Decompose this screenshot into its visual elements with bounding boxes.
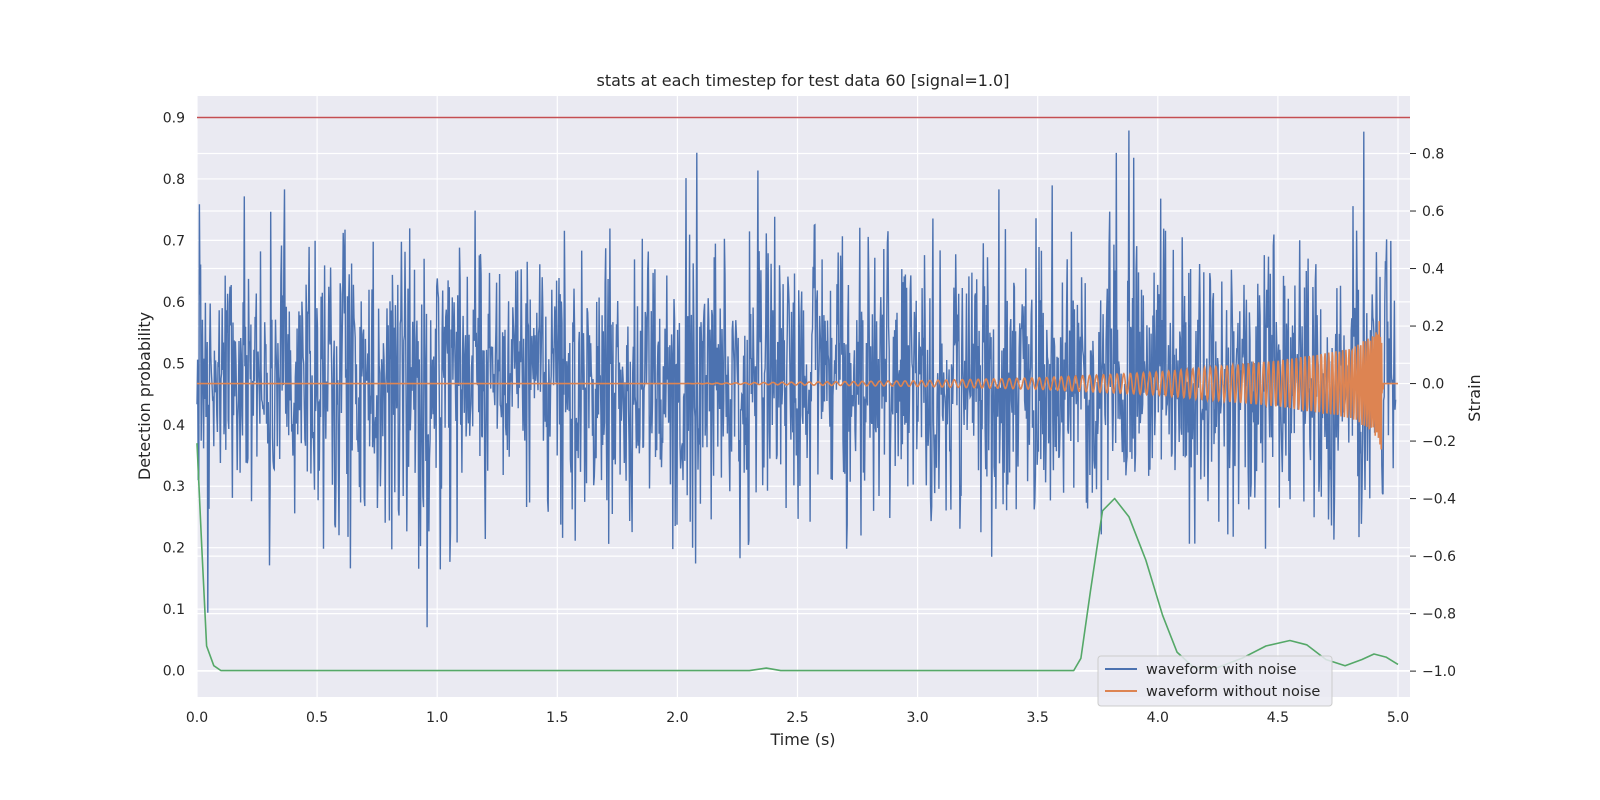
legend-label-clean: waveform without noise — [1146, 684, 1320, 700]
x-tick-label: 3.0 — [906, 710, 928, 726]
y2-axis-label: Strain — [1465, 374, 1484, 421]
x-tick-label: 0.0 — [186, 710, 208, 726]
y-tick-label: 0.2 — [163, 541, 185, 557]
y-tick-label: 0.5 — [163, 356, 185, 372]
y2-tick-label: 0.4 — [1422, 262, 1444, 278]
y2-tick-label: −0.6 — [1422, 549, 1456, 565]
x-tick-label: 4.0 — [1147, 710, 1169, 726]
y-tick-label: 0.1 — [163, 602, 185, 618]
x-tick-label: 0.5 — [306, 710, 328, 726]
series-waveform-without-noise — [197, 321, 1398, 450]
x-tick-label: 1.0 — [426, 710, 448, 726]
y2-tick-label: −0.8 — [1422, 607, 1456, 623]
y2-tick-label: −0.2 — [1422, 434, 1456, 450]
legend-label-noisy: waveform with noise — [1146, 662, 1297, 678]
x-axis-ticks: 0.0 0.5 1.0 1.5 2.0 2.5 3.0 3.5 4.0 4.5 5.0 — [186, 710, 1409, 726]
y2-axis-ticks: −1.0 −0.8 −0.6 −0.4 −0.2 0.0 0.2 0.4 0.6 0.8 — [1410, 147, 1456, 680]
y2-tick-label: −0.4 — [1422, 492, 1456, 508]
x-tick-label: 2.0 — [666, 710, 688, 726]
y-tick-label: 0.8 — [163, 172, 185, 188]
y-tick-label: 0.4 — [163, 418, 185, 434]
y-tick-label: 0.0 — [163, 664, 185, 680]
x-tick-label: 1.5 — [546, 710, 568, 726]
series-waveform-with-noise — [196, 130, 1397, 628]
chart-title: stats at each timestep for test data 60 … — [597, 71, 1010, 90]
y2-tick-label: 0.8 — [1422, 147, 1444, 163]
y2-tick-label: 0.6 — [1422, 204, 1444, 220]
x-tick-label: 2.5 — [786, 710, 808, 726]
x-tick-label: 4.5 — [1267, 710, 1289, 726]
y2-tick-label: 0.2 — [1422, 319, 1444, 335]
y-tick-label: 0.7 — [163, 233, 185, 249]
y2-tick-label: 0.0 — [1422, 377, 1444, 393]
y2-tick-label: −1.0 — [1422, 664, 1456, 680]
y-axis-ticks: 0.0 0.1 0.2 0.3 0.4 0.5 0.6 0.7 0.8 0.9 — [163, 111, 185, 680]
y-tick-label: 0.3 — [163, 479, 185, 495]
y-axis-label: Detection probability — [135, 312, 154, 480]
legend: waveform with noise waveform without noi… — [1097, 655, 1333, 707]
y-tick-label: 0.6 — [163, 295, 185, 311]
x-tick-label: 3.5 — [1027, 710, 1049, 726]
y-tick-label: 0.9 — [163, 111, 185, 127]
x-tick-label: 5.0 — [1387, 710, 1409, 726]
legend-box — [1097, 655, 1333, 707]
x-axis-label: Time (s) — [769, 730, 835, 749]
